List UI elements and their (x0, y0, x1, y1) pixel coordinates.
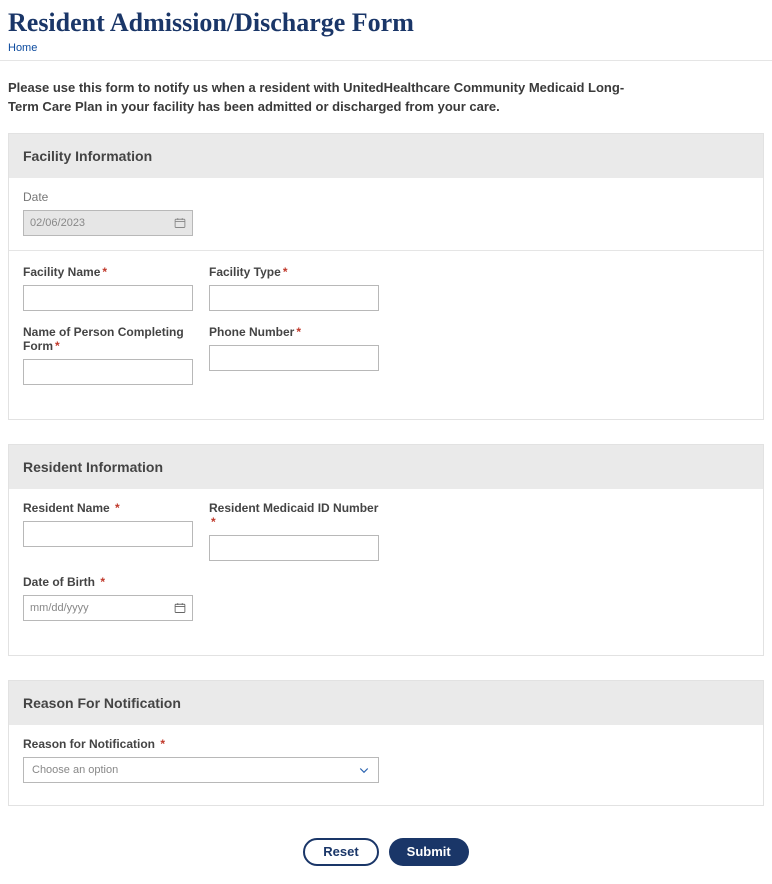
calendar-icon (174, 602, 186, 614)
dob-field[interactable]: mm/dd/yyyy (23, 595, 193, 621)
date-field: 02/06/2023 (23, 210, 193, 236)
person-name-label: Name of Person Completing Form* (23, 325, 193, 353)
medicaid-id-input[interactable] (209, 535, 379, 561)
reason-placeholder: Choose an option (32, 764, 118, 776)
resident-section-title: Resident Information (9, 445, 763, 489)
calendar-icon (174, 217, 186, 229)
medicaid-id-label: Resident Medicaid ID Number * (209, 501, 379, 529)
intro-text: Please use this form to notify us when a… (0, 61, 640, 127)
reason-select[interactable]: Choose an option (23, 757, 379, 783)
date-value: 02/06/2023 (30, 217, 85, 229)
form-actions: Reset Submit (0, 830, 772, 884)
reset-button[interactable]: Reset (303, 838, 378, 866)
dob-placeholder: mm/dd/yyyy (30, 602, 89, 614)
breadcrumb-home-link[interactable]: Home (8, 42, 37, 54)
phone-input[interactable] (209, 345, 379, 371)
facility-type-label: Facility Type* (209, 265, 379, 279)
facility-type-input[interactable] (209, 285, 379, 311)
facility-name-label: Facility Name* (23, 265, 193, 279)
date-label: Date (23, 190, 193, 204)
submit-button[interactable]: Submit (389, 838, 469, 866)
facility-section: Facility Information Date 02/06/2023 Fac… (8, 133, 764, 420)
resident-name-label: Resident Name * (23, 501, 193, 515)
resident-section: Resident Information Resident Name * Res… (8, 444, 764, 656)
reason-section: Reason For Notification Reason for Notif… (8, 680, 764, 806)
resident-name-input[interactable] (23, 521, 193, 547)
dob-label: Date of Birth * (23, 575, 193, 589)
page-title: Resident Admission/Discharge Form (8, 8, 764, 38)
reason-section-title: Reason For Notification (9, 681, 763, 725)
breadcrumb: Home (8, 42, 764, 54)
facility-name-input[interactable] (23, 285, 193, 311)
reason-label: Reason for Notification * (23, 737, 379, 751)
phone-label: Phone Number* (209, 325, 379, 339)
person-name-input[interactable] (23, 359, 193, 385)
chevron-down-icon (358, 764, 370, 776)
facility-section-title: Facility Information (9, 134, 763, 178)
